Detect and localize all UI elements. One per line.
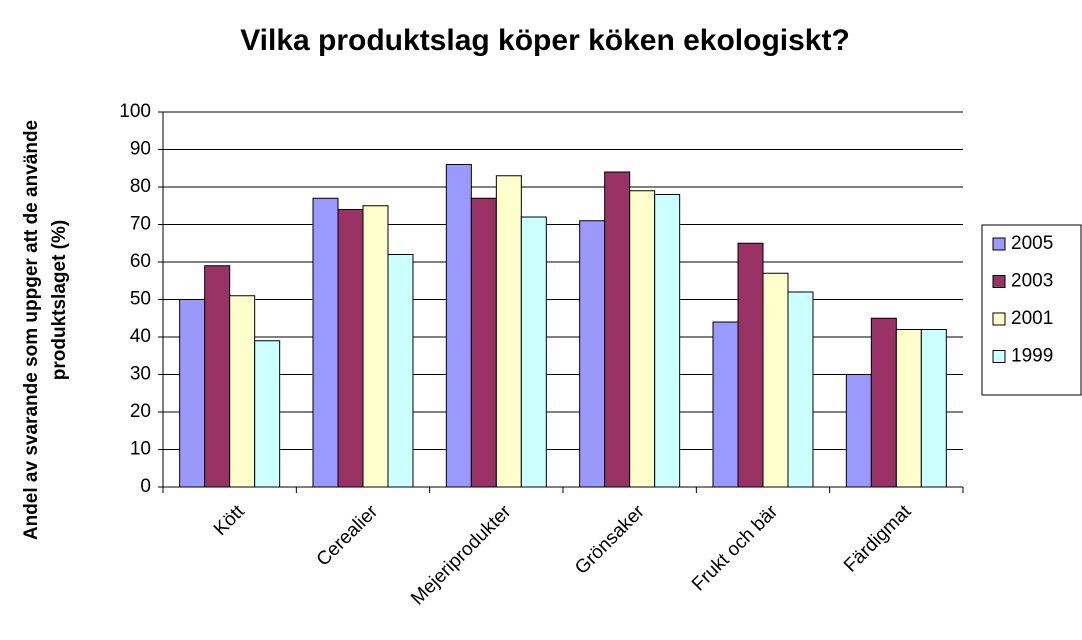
y-tick-label: 80 xyxy=(130,176,151,197)
bar xyxy=(762,272,789,488)
bar xyxy=(579,220,606,488)
y-tick-label: 60 xyxy=(130,251,151,272)
chart-title: Vilka produktslag köper köken ekologiskt… xyxy=(240,24,850,57)
bar xyxy=(337,209,364,488)
legend-swatch xyxy=(992,312,1006,326)
bar xyxy=(604,171,631,488)
y-tick-label: 20 xyxy=(130,401,151,422)
bar xyxy=(312,197,339,488)
y-tick-label: 40 xyxy=(130,326,151,347)
bar xyxy=(179,299,206,488)
legend-swatch xyxy=(992,350,1006,363)
y-axis-label: produktslaget (%) xyxy=(49,220,70,380)
y-tick-label: 70 xyxy=(130,214,151,235)
y-tick-label: 0 xyxy=(140,476,151,497)
legend-swatch xyxy=(992,237,1006,251)
legend-label: 2003 xyxy=(1011,271,1053,292)
y-tick-label: 90 xyxy=(130,139,151,160)
bar xyxy=(445,164,472,488)
bar xyxy=(629,190,656,488)
bar xyxy=(520,216,547,488)
x-tick-label: Cerealier xyxy=(313,501,383,571)
x-tick-label: Frukt och bär xyxy=(688,501,782,595)
legend-label: 1999 xyxy=(1011,346,1053,367)
bar xyxy=(870,317,897,488)
x-tick-label: Mejeriprodukter xyxy=(407,501,516,610)
x-tick-label: Färdigmat xyxy=(840,501,916,577)
bar xyxy=(654,194,681,488)
bar xyxy=(920,329,947,488)
bar xyxy=(495,175,522,488)
bar xyxy=(387,254,414,488)
legend-swatch xyxy=(992,275,1006,288)
legend-label: 2005 xyxy=(1011,233,1053,254)
legend-box xyxy=(981,224,1082,396)
bar xyxy=(787,291,814,488)
y-tick-label: 30 xyxy=(130,364,151,385)
bar xyxy=(470,197,497,488)
y-tick-label: 100 xyxy=(119,101,151,122)
bar xyxy=(362,205,389,488)
bar xyxy=(737,242,764,488)
y-tick-label: 50 xyxy=(130,289,151,310)
x-tick-label: Grönsaker xyxy=(571,501,649,579)
bar xyxy=(845,374,872,488)
bar xyxy=(712,321,739,488)
bar xyxy=(204,265,231,488)
bar xyxy=(229,295,256,488)
y-tick-label: 10 xyxy=(130,439,151,460)
x-tick-label: Kött xyxy=(210,501,249,540)
bar xyxy=(254,340,281,488)
legend-label: 2001 xyxy=(1011,308,1053,329)
bar xyxy=(895,329,922,488)
y-axis-label: Andel av svarande som uppger att de anvä… xyxy=(21,120,42,540)
